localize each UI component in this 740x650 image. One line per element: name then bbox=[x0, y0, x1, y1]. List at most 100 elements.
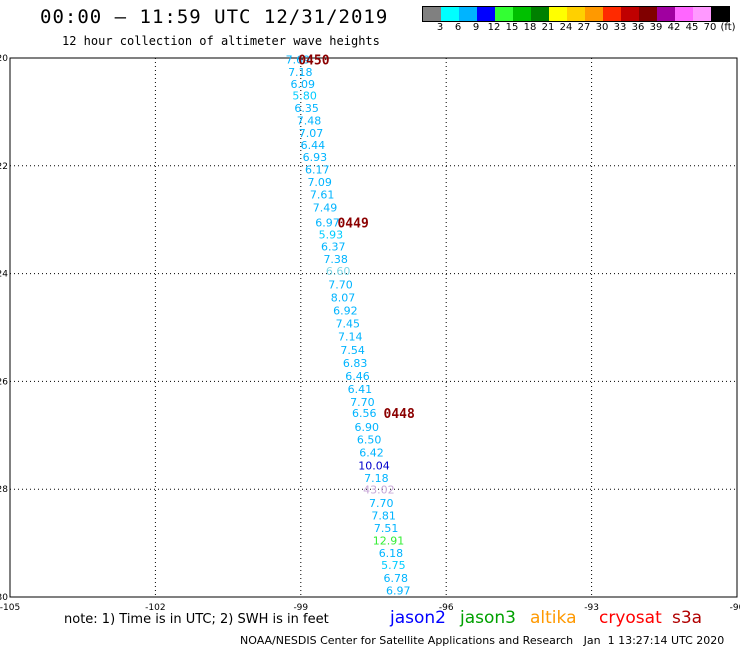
lat-tick-label: -20 bbox=[0, 54, 8, 64]
scale-swatch bbox=[459, 7, 477, 21]
wave-height-value: 6.83 bbox=[343, 357, 368, 370]
map-frame bbox=[9, 57, 738, 598]
wave-height-value: 7.18 bbox=[288, 66, 313, 79]
wave-height-value: 7.38 bbox=[323, 253, 348, 266]
scale-label: 30 bbox=[595, 22, 609, 33]
wave-height-value: 8.07 bbox=[331, 291, 356, 304]
scale-label: (ft) bbox=[720, 22, 736, 33]
wave-height-value: 6.18 bbox=[379, 547, 404, 560]
map-title: 00:00 – 11:59 UTC 12/31/2019 bbox=[40, 6, 389, 28]
wave-height-value: 6.50 bbox=[357, 434, 382, 447]
lat-tick-label: -24 bbox=[0, 270, 8, 280]
scale-label: 36 bbox=[631, 22, 645, 33]
lat-tick-label: -26 bbox=[0, 377, 8, 387]
scale-swatch bbox=[477, 7, 495, 21]
lon-tick-label: -105 bbox=[0, 603, 20, 613]
scale-swatch bbox=[531, 7, 549, 21]
wave-height-value: 6.56 bbox=[352, 407, 377, 420]
units-note: note: 1) Time is in UTC; 2) SWH is in fe… bbox=[64, 612, 329, 627]
scale-swatch bbox=[423, 7, 441, 21]
scale-label: 9 bbox=[472, 22, 480, 33]
scale-swatch bbox=[675, 7, 693, 21]
wave-height-value: 6.60 bbox=[326, 265, 351, 278]
wave-height-value: 6.17 bbox=[305, 164, 330, 177]
wave-height-value: 6.44 bbox=[301, 139, 326, 152]
lon-tick-label: -90 bbox=[730, 603, 740, 613]
satellite-altika: altika bbox=[530, 608, 577, 628]
scale-swatch bbox=[513, 7, 531, 21]
lon-tick-label: -102 bbox=[145, 603, 165, 613]
scale-label: 27 bbox=[577, 22, 591, 33]
scale-label: 24 bbox=[559, 22, 573, 33]
wave-height-value: 10.04 bbox=[358, 459, 390, 472]
wave-height-value: 6.09 bbox=[290, 78, 315, 91]
scale-swatch bbox=[585, 7, 603, 21]
wave-height-value: 7.09 bbox=[307, 176, 332, 189]
scale-swatch bbox=[657, 7, 675, 21]
scale-label: 12 bbox=[487, 22, 501, 33]
scale-label: 39 bbox=[649, 22, 663, 33]
lat-tick-label: -28 bbox=[0, 485, 8, 495]
pass-time-label: 0448 bbox=[384, 407, 415, 422]
wave-height-value: 7.49 bbox=[313, 201, 338, 214]
lat-tick-label: -30 bbox=[0, 593, 8, 603]
pass-time-label: 0450 bbox=[298, 54, 329, 69]
wave-height-value: 6.35 bbox=[294, 102, 319, 115]
wave-height-value: 6.93 bbox=[303, 151, 328, 164]
footer-credit: NOAA/NESDIS Center for Satellite Applica… bbox=[240, 634, 574, 647]
satellite-jason2: jason2 bbox=[390, 608, 446, 628]
scale-label: 33 bbox=[613, 22, 627, 33]
scale-label: 45 bbox=[685, 22, 699, 33]
wave-height-value: 5.93 bbox=[319, 228, 344, 241]
scale-label: 70 bbox=[703, 22, 717, 33]
footer: NOAA/NESDIS Center for Satellite Applica… bbox=[240, 634, 724, 647]
wave-height-value: 6.41 bbox=[348, 383, 373, 396]
scale-label: 21 bbox=[541, 22, 555, 33]
wave-height-value: 43.02 bbox=[363, 484, 395, 497]
scale-swatch bbox=[603, 7, 621, 21]
wave-height-value: 5.80 bbox=[292, 90, 317, 103]
wave-height-value: 6.78 bbox=[384, 572, 409, 585]
scale-swatch bbox=[441, 7, 459, 21]
scale-swatch bbox=[549, 7, 567, 21]
wave-height-value: 7.18 bbox=[364, 472, 389, 485]
scale-label: 42 bbox=[667, 22, 681, 33]
wave-height-value: 6.92 bbox=[333, 304, 358, 317]
lon-tick-label: -99 bbox=[293, 603, 308, 613]
footer-timestamp: Jan 1 13:27:14 UTC 2020 bbox=[583, 634, 725, 647]
map-subtitle: 12 hour collection of altimeter wave hei… bbox=[62, 34, 380, 48]
wave-height-value: 7.81 bbox=[371, 510, 396, 523]
scale-swatch bbox=[621, 7, 639, 21]
scale-swatch bbox=[495, 7, 513, 21]
scale-label: 18 bbox=[523, 22, 537, 33]
scale-label: 15 bbox=[505, 22, 519, 33]
lon-tick-label: -93 bbox=[584, 603, 599, 613]
wave-height-value: 6.97 bbox=[315, 216, 340, 229]
wave-height-value: 7.70 bbox=[350, 396, 375, 409]
wave-height-value: 7.61 bbox=[310, 188, 335, 201]
wave-height-value: 7.70 bbox=[328, 278, 353, 291]
scale-swatch bbox=[639, 7, 657, 21]
scale-swatch bbox=[567, 7, 585, 21]
satellite-s3a: s3a bbox=[672, 608, 703, 628]
wave-height-value: 7.69 bbox=[286, 54, 311, 67]
scale-label: 6 bbox=[454, 22, 462, 33]
wave-height-value: 6.90 bbox=[354, 421, 379, 434]
satellite-cryosat: cryosat bbox=[599, 608, 662, 628]
scale-label: 3 bbox=[436, 22, 444, 33]
wave-height-value: 7.45 bbox=[336, 318, 361, 331]
wave-height-value: 7.14 bbox=[338, 331, 363, 344]
lon-tick-label: -96 bbox=[439, 603, 454, 613]
wave-height-value: 7.07 bbox=[299, 127, 324, 140]
satellite-jason3: jason3 bbox=[460, 608, 516, 628]
wave-height-value: 6.37 bbox=[321, 241, 346, 254]
color-scale-bar bbox=[422, 6, 730, 22]
wave-height-value: 7.70 bbox=[369, 497, 394, 510]
wave-height-value: 6.97 bbox=[386, 585, 411, 598]
wave-height-value: 7.48 bbox=[297, 115, 322, 128]
wave-height-value: 6.46 bbox=[345, 370, 370, 383]
wave-height-value: 7.51 bbox=[374, 522, 399, 535]
wave-height-value: 12.91 bbox=[373, 534, 405, 547]
lat-tick-label: -22 bbox=[0, 162, 8, 172]
